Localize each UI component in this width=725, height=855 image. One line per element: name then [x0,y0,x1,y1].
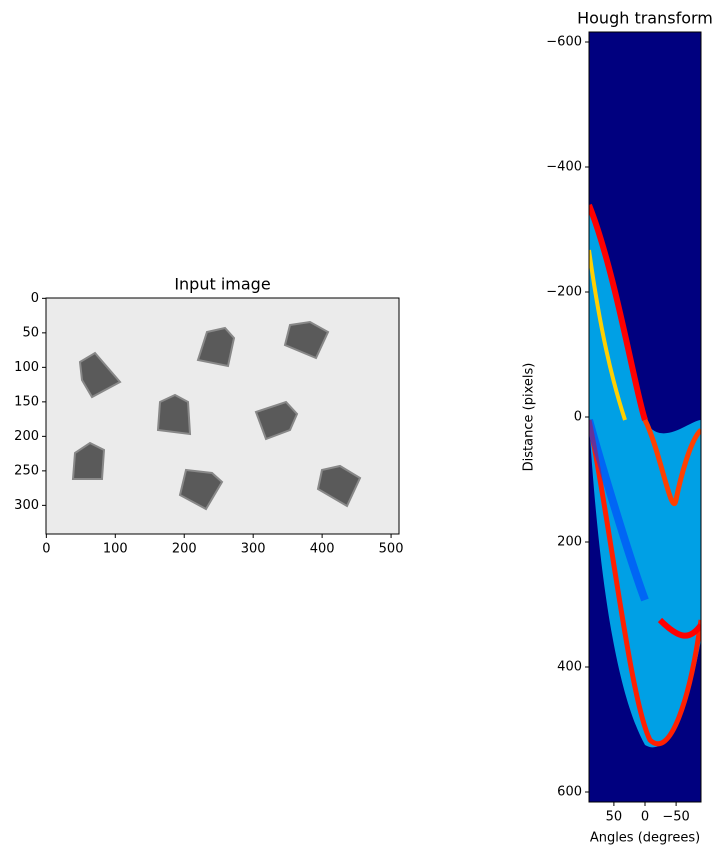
y-tick-label: 250 [14,463,39,478]
x-tick-label: 0 [42,542,50,557]
x-tick-label: 100 [103,542,128,557]
x-axis-label: Angles (degrees) [590,831,700,846]
axes-title: Input image [174,275,270,294]
y-axis-label: Distance (pixels) [522,363,537,472]
y-tick-label: 50 [22,325,39,340]
axes-frame [45,297,400,535]
x-tick-label: −50 [662,810,689,825]
y-tick-label: 200 [14,429,39,444]
x-tick-label: 500 [379,542,404,557]
input-image [46,298,399,534]
y-tick-label: 300 [14,498,39,513]
y-tick-label: 200 [557,535,582,550]
hough-image [589,32,701,802]
y-tick-label: 400 [557,660,582,675]
x-tick-label: 200 [172,542,197,557]
x-tick-label: 50 [606,810,623,825]
x-tick-label: 0 [641,810,649,825]
y-tick-label: 150 [14,394,39,409]
y-tick-label: −600 [546,35,582,50]
x-tick-label: 400 [310,542,335,557]
y-tick-label: 100 [14,360,39,375]
y-tick-label: 600 [557,785,582,800]
axes-title: Hough transform [577,9,713,28]
y-tick-label: −400 [546,160,582,175]
x-tick-label: 300 [241,542,266,557]
y-tick-label: −200 [546,285,582,300]
y-tick-label: 0 [574,410,582,425]
y-tick-label: 0 [31,291,39,306]
